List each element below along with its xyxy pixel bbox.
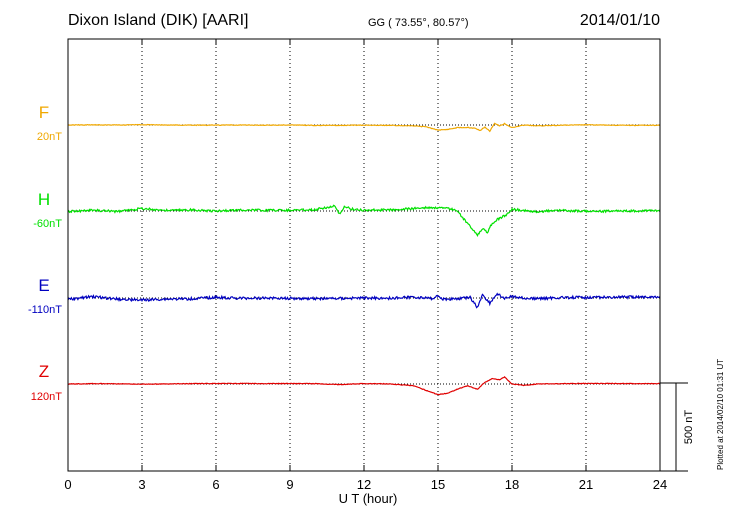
baseline-label-h: -60nT <box>33 218 62 230</box>
component-label-z: Z <box>39 362 49 381</box>
baseline-label-z: 120nT <box>31 391 62 403</box>
x-tick-label-24: 24 <box>653 477 667 492</box>
x-tick-label-3: 3 <box>138 477 145 492</box>
trace-layer <box>67 122 661 396</box>
x-axis-title: U T (hour) <box>339 491 398 506</box>
trace-e <box>67 292 661 309</box>
baseline-label-f: 20nT <box>37 131 62 143</box>
component-label-h: H <box>38 190 50 209</box>
component-labels: F 20nT H -60nT E -110nT Z 120nT <box>28 103 62 403</box>
x-tick-label-12: 12 <box>357 477 371 492</box>
x-tick-label-21: 21 <box>579 477 593 492</box>
scale-bar: 500 nT <box>660 382 695 472</box>
tick-layer: 0 3 6 9 12 15 18 21 24 <box>64 39 667 492</box>
x-tick-label-6: 6 <box>212 477 219 492</box>
trace-f <box>67 122 661 133</box>
x-tick-label-18: 18 <box>505 477 519 492</box>
x-tick-label-15: 15 <box>431 477 445 492</box>
component-label-e: E <box>38 276 49 295</box>
station-title: Dixon Island (DIK) [AARI] <box>68 12 249 29</box>
geographic-coordinates: GG ( 73.55°, 80.57°) <box>368 17 469 29</box>
x-tick-label-9: 9 <box>286 477 293 492</box>
scale-bar-label: 500 nT <box>683 410 695 445</box>
grid-layer <box>141 39 587 471</box>
trace-h <box>67 204 661 237</box>
trace-z <box>67 376 661 396</box>
x-tick-label-0: 0 <box>64 477 71 492</box>
date-label: 2014/01/10 <box>579 12 660 29</box>
component-label-f: F <box>39 103 49 122</box>
baseline-label-e: -110nT <box>28 304 62 316</box>
